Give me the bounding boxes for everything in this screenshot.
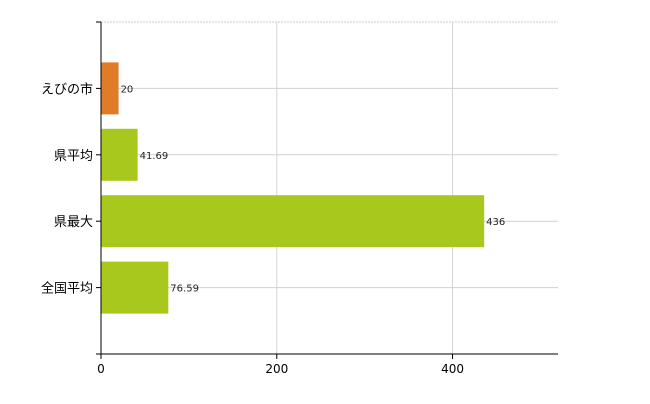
x-tick-label: 200 (265, 362, 288, 376)
category-label: 県平均 (54, 149, 93, 164)
value-label: 436 (486, 217, 505, 228)
bar (101, 261, 169, 314)
category-label: 県最大 (54, 215, 93, 230)
bar (101, 195, 485, 248)
category-label: 全国平均 (41, 281, 93, 297)
value-label: 20 (121, 84, 134, 95)
bar (101, 62, 119, 115)
x-tick-label: 400 (441, 362, 464, 376)
value-label: 41.69 (140, 151, 169, 162)
value-label: 76.59 (170, 284, 199, 295)
x-tick-label: 0 (97, 362, 105, 376)
bar (101, 128, 138, 181)
category-label: えびの市 (41, 81, 93, 97)
